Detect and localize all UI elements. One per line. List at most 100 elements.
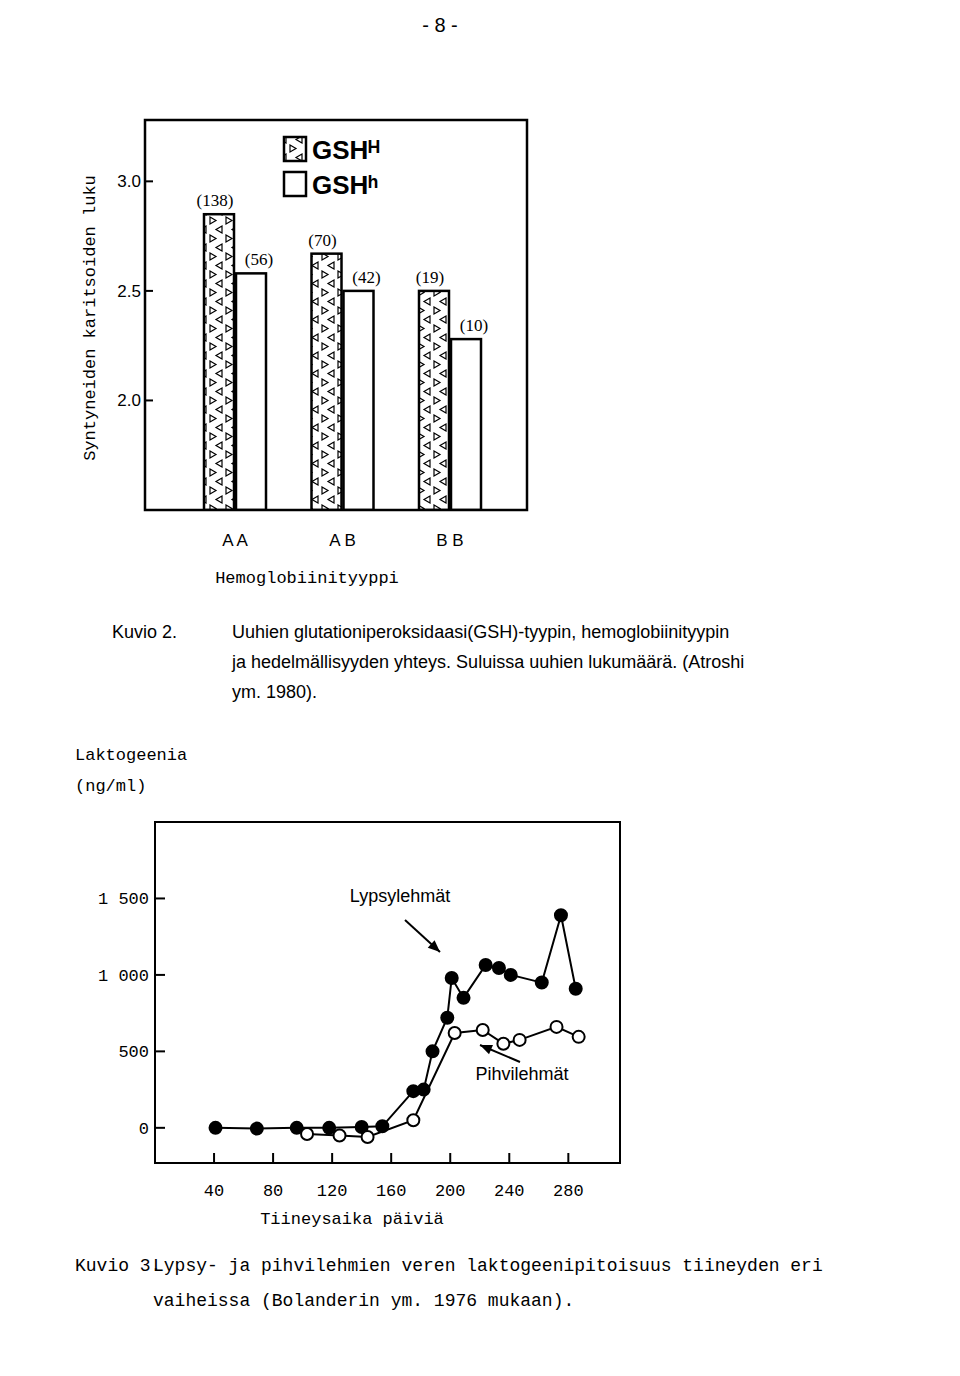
x-tick-label: A B bbox=[329, 531, 355, 550]
caption-label: Kuvio 2. bbox=[112, 622, 177, 642]
legend-label: GSHʰ bbox=[312, 170, 378, 200]
point bbox=[497, 1038, 509, 1050]
x-tick bbox=[331, 1153, 333, 1163]
count-label: (42) bbox=[352, 268, 380, 287]
y-axis-label: Laktogeenia bbox=[75, 746, 187, 765]
series-line bbox=[307, 1027, 579, 1137]
x-tick-label: 80 bbox=[263, 1182, 283, 1201]
annotation-arrow bbox=[480, 1045, 520, 1062]
point bbox=[210, 1122, 222, 1134]
x-tick-label: 40 bbox=[204, 1182, 224, 1201]
x-axis-label: Tiineysaika päiviä bbox=[260, 1210, 444, 1229]
point bbox=[573, 1031, 585, 1043]
x-tick-label: A A bbox=[222, 531, 248, 550]
count-label: (138) bbox=[197, 191, 234, 210]
caption-line: ym. 1980). bbox=[232, 682, 317, 702]
point bbox=[505, 969, 517, 981]
lines bbox=[210, 909, 585, 1143]
x-tick bbox=[390, 1153, 392, 1163]
x-tick-label: 240 bbox=[494, 1182, 525, 1201]
x-tick-label: B B bbox=[436, 531, 463, 550]
chart-line: 0 500 1 000 1 500 40 80 120 160 200 240 280 Tiineys… bbox=[75, 746, 620, 1229]
plot-frame bbox=[155, 822, 620, 1163]
y-axis-label: Syntyneiden karitsoiden luku bbox=[81, 175, 100, 461]
x-tick bbox=[272, 1153, 274, 1163]
annotations: Lypsylehmät Pihvilehmät bbox=[350, 886, 569, 1084]
y-tick-label: 500 bbox=[118, 1043, 149, 1062]
y-tick bbox=[145, 180, 153, 182]
point bbox=[446, 972, 458, 984]
point bbox=[427, 1045, 439, 1057]
count-label: (56) bbox=[245, 250, 273, 269]
chart-bar: (138) (70) (19) (56) (42) (10) 2.0 2.5 3.0 A A A B… bbox=[81, 120, 527, 588]
point bbox=[551, 1021, 563, 1033]
arrow-head bbox=[480, 1045, 493, 1054]
point bbox=[334, 1129, 346, 1141]
x-tick bbox=[213, 1153, 215, 1163]
bar bbox=[344, 291, 374, 510]
point bbox=[514, 1034, 526, 1046]
count-label: (19) bbox=[416, 268, 444, 287]
x-tick-label: 200 bbox=[435, 1182, 466, 1201]
page: - 8 - (138) (70) (19) (56) (42) (10) 2.0 2.5 3.0 A… bbox=[0, 0, 960, 1376]
y-tick-label: 2.0 bbox=[117, 391, 141, 410]
x-tick-label: 120 bbox=[317, 1182, 348, 1201]
point bbox=[493, 962, 505, 974]
point bbox=[555, 909, 567, 921]
plot-frame bbox=[145, 120, 527, 510]
bar bbox=[312, 254, 342, 510]
point bbox=[536, 977, 548, 989]
legend-swatch bbox=[284, 172, 306, 196]
background bbox=[0, 0, 960, 1376]
series-line bbox=[216, 915, 576, 1128]
annotation-arrow bbox=[405, 920, 440, 952]
x-tick-label: 160 bbox=[376, 1182, 407, 1201]
bar bbox=[419, 291, 449, 510]
page-number: - 8 - bbox=[422, 14, 458, 36]
y-tick bbox=[145, 290, 153, 292]
bar bbox=[451, 339, 481, 510]
point bbox=[458, 992, 470, 1004]
count-label: (10) bbox=[460, 316, 488, 335]
point bbox=[441, 1012, 453, 1024]
y-tick-label: 1 000 bbox=[98, 967, 149, 986]
y-tick bbox=[155, 1127, 165, 1129]
point bbox=[418, 1084, 430, 1096]
x-tick bbox=[449, 1153, 451, 1163]
y-tick-label: 0 bbox=[139, 1120, 149, 1139]
count-label: (70) bbox=[308, 231, 336, 250]
y-tick-label: 2.5 bbox=[117, 282, 141, 301]
y-axis-label: (ng/ml) bbox=[75, 777, 146, 796]
caption-line: vaiheissa (Bolanderin ym. 1976 mukaan). bbox=[153, 1291, 574, 1311]
y-tick bbox=[145, 399, 153, 401]
x-tick-label: 280 bbox=[553, 1182, 584, 1201]
caption-line: ja hedelmällisyyden yhteys. Suluissa uuh… bbox=[231, 652, 744, 672]
y-tick-label: 3.0 bbox=[117, 172, 141, 191]
point bbox=[570, 983, 582, 995]
point bbox=[477, 1024, 489, 1036]
y-tick bbox=[155, 1050, 165, 1052]
point bbox=[480, 959, 492, 971]
bar bbox=[236, 273, 266, 510]
legend-swatch bbox=[284, 137, 306, 161]
bars bbox=[204, 214, 481, 510]
caption-label: Kuvio 3. bbox=[75, 1256, 161, 1276]
point bbox=[251, 1123, 263, 1135]
legend-label: GSHᴴ bbox=[312, 135, 380, 165]
bar bbox=[204, 214, 234, 510]
x-axis-label: Hemoglobiinityyppi bbox=[215, 569, 399, 588]
annotation: Lypsylehmät bbox=[350, 886, 450, 906]
y-tick bbox=[155, 897, 165, 899]
x-tick bbox=[508, 1153, 510, 1163]
point bbox=[376, 1120, 388, 1132]
caption-line: Lypsy- ja pihvilehmien veren laktogeenip… bbox=[153, 1256, 823, 1276]
caption-line: Uuhien glutationiperoksidaasi(GSH)-tyypi… bbox=[232, 622, 729, 642]
x-tick bbox=[567, 1153, 569, 1163]
legend: GSHᴴ GSHʰ bbox=[284, 135, 380, 200]
y-tick-label: 1 500 bbox=[98, 890, 149, 909]
arrow-head bbox=[428, 940, 440, 952]
point bbox=[301, 1128, 313, 1140]
annotation: Pihvilehmät bbox=[475, 1064, 568, 1084]
point bbox=[407, 1114, 419, 1126]
bar-labels: (138) (70) (19) (56) (42) (10) bbox=[197, 191, 489, 335]
